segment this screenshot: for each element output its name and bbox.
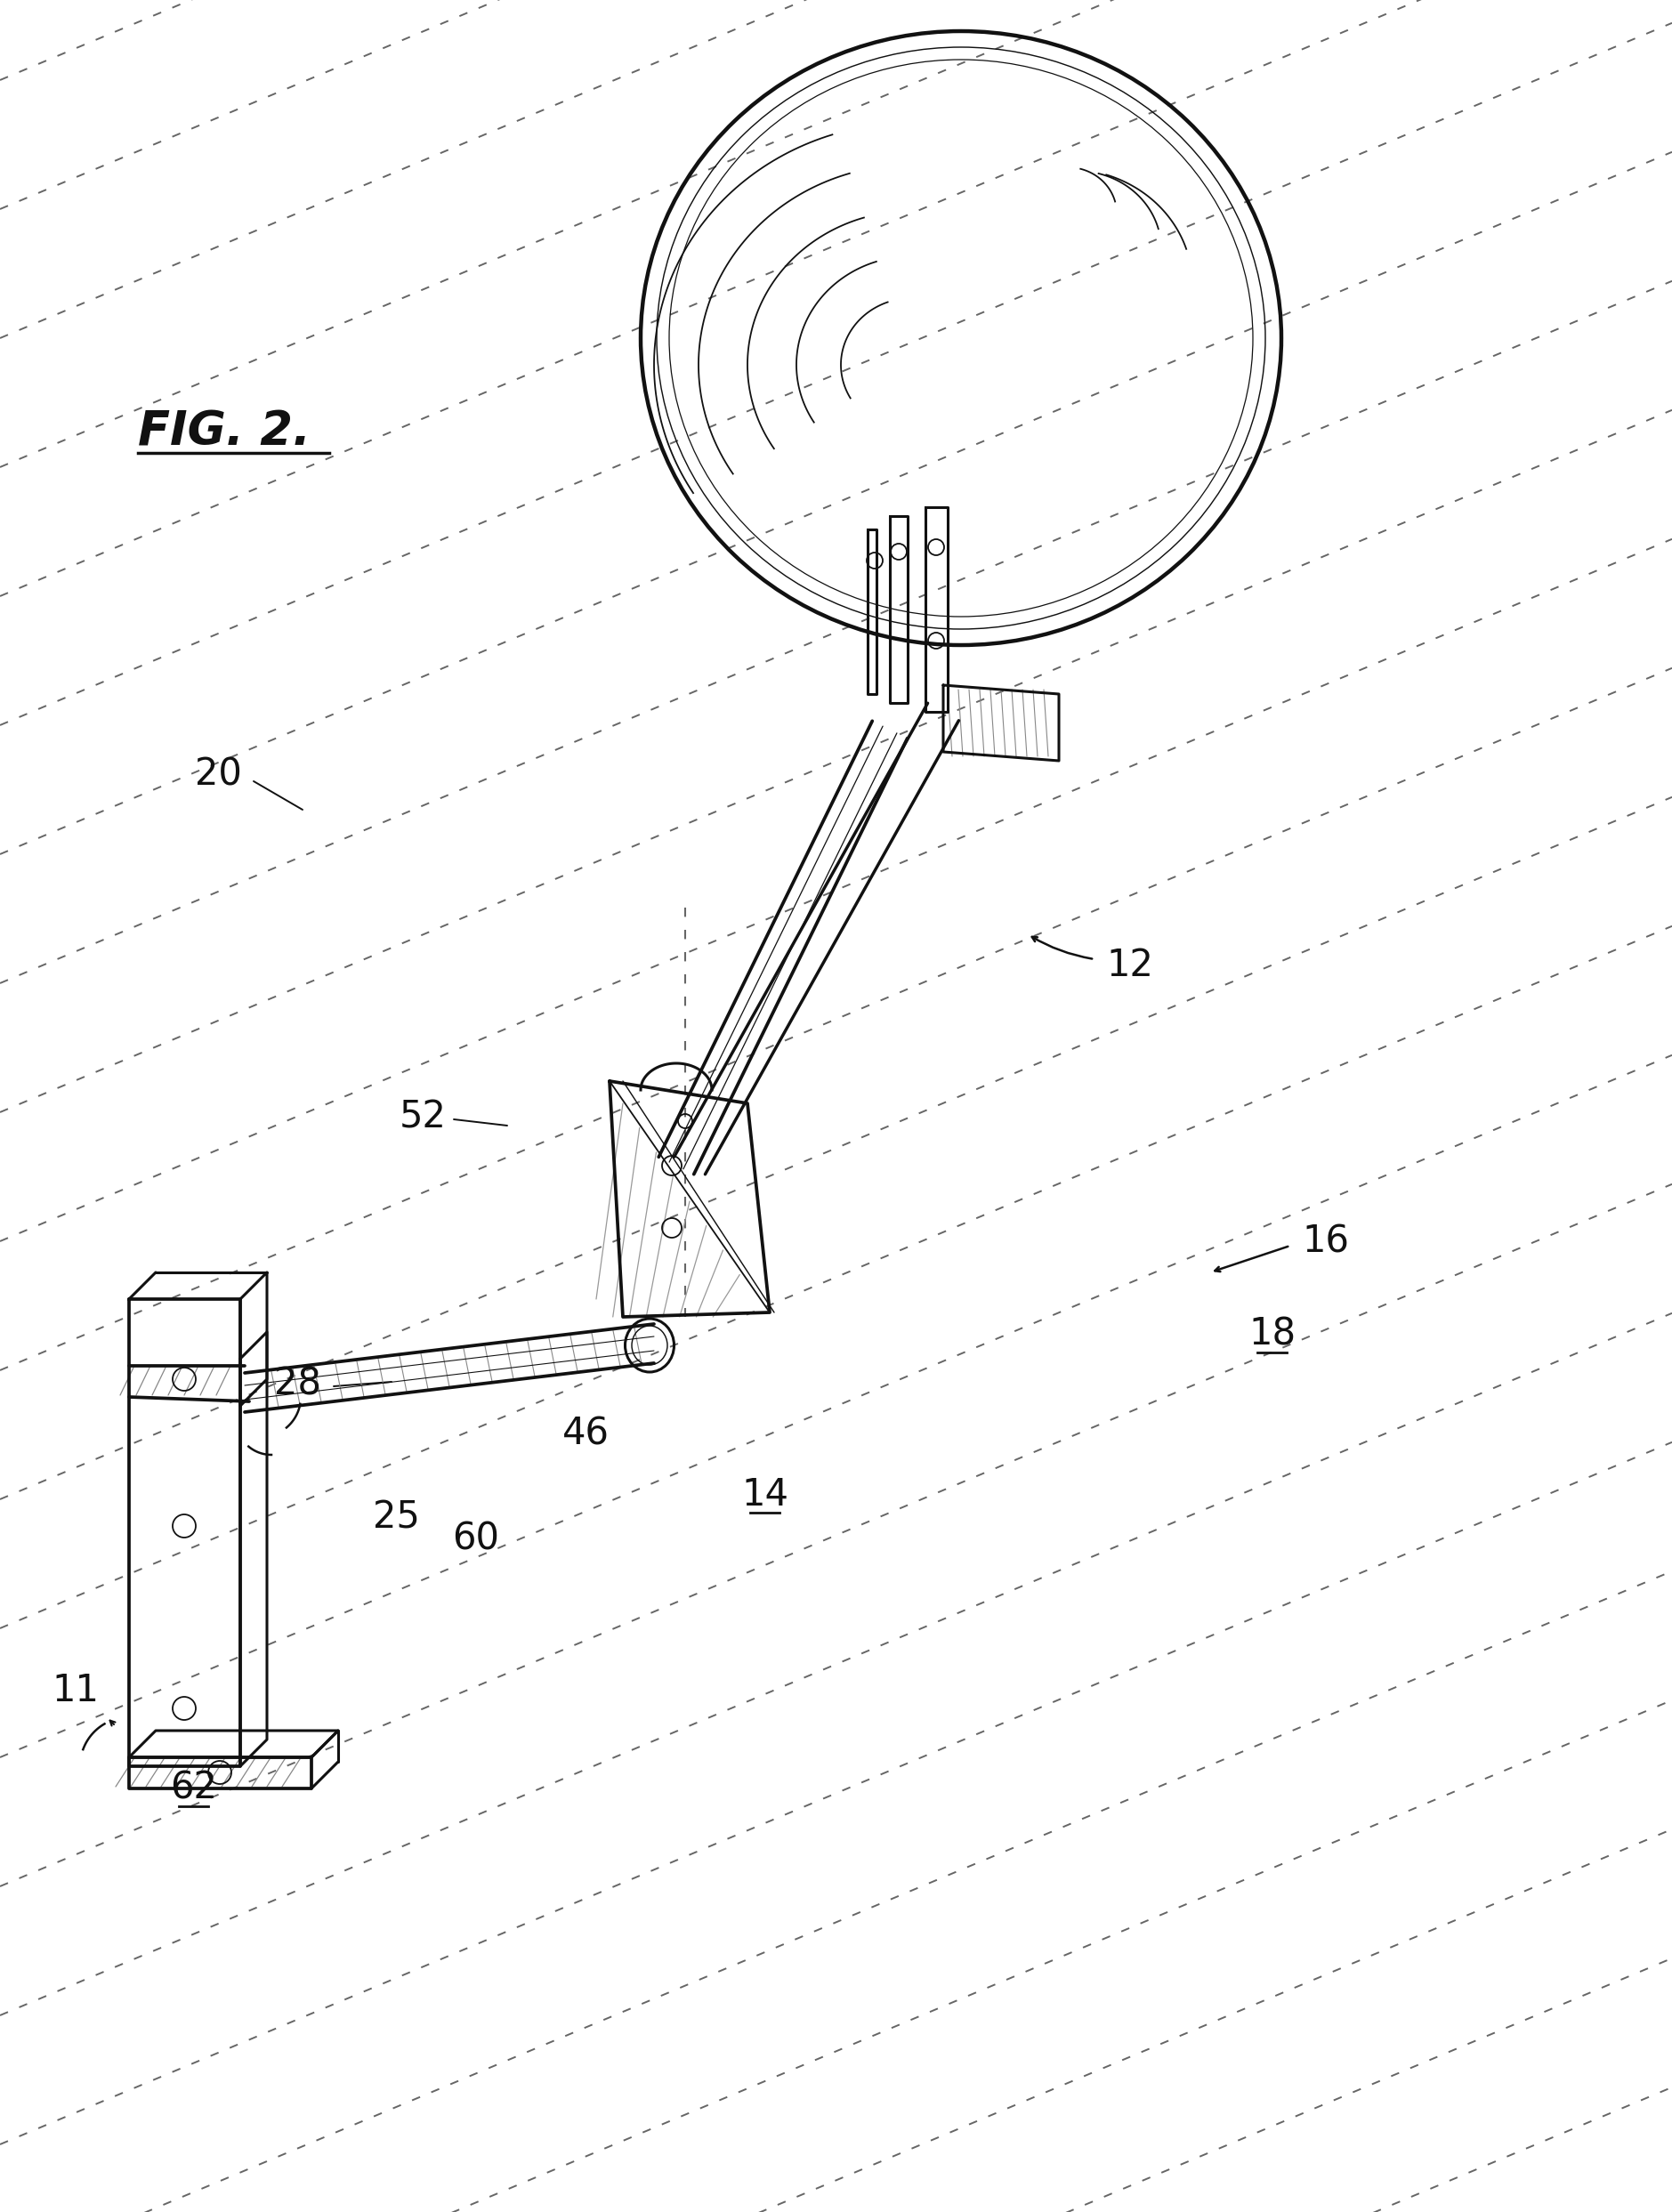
Text: 60: 60 <box>453 1520 500 1557</box>
Text: 20: 20 <box>194 757 241 792</box>
Text: 46: 46 <box>562 1416 609 1453</box>
Text: 16: 16 <box>1302 1223 1349 1261</box>
Text: 25: 25 <box>373 1498 420 1535</box>
Text: 12: 12 <box>1107 947 1154 984</box>
Text: 52: 52 <box>400 1097 446 1135</box>
Text: 62: 62 <box>171 1770 217 1807</box>
Text: 28: 28 <box>274 1365 321 1402</box>
Text: 18: 18 <box>1249 1316 1296 1354</box>
Text: 11: 11 <box>52 1672 99 1710</box>
Text: 14: 14 <box>742 1475 789 1513</box>
Text: FIG. 2.: FIG. 2. <box>137 409 311 456</box>
